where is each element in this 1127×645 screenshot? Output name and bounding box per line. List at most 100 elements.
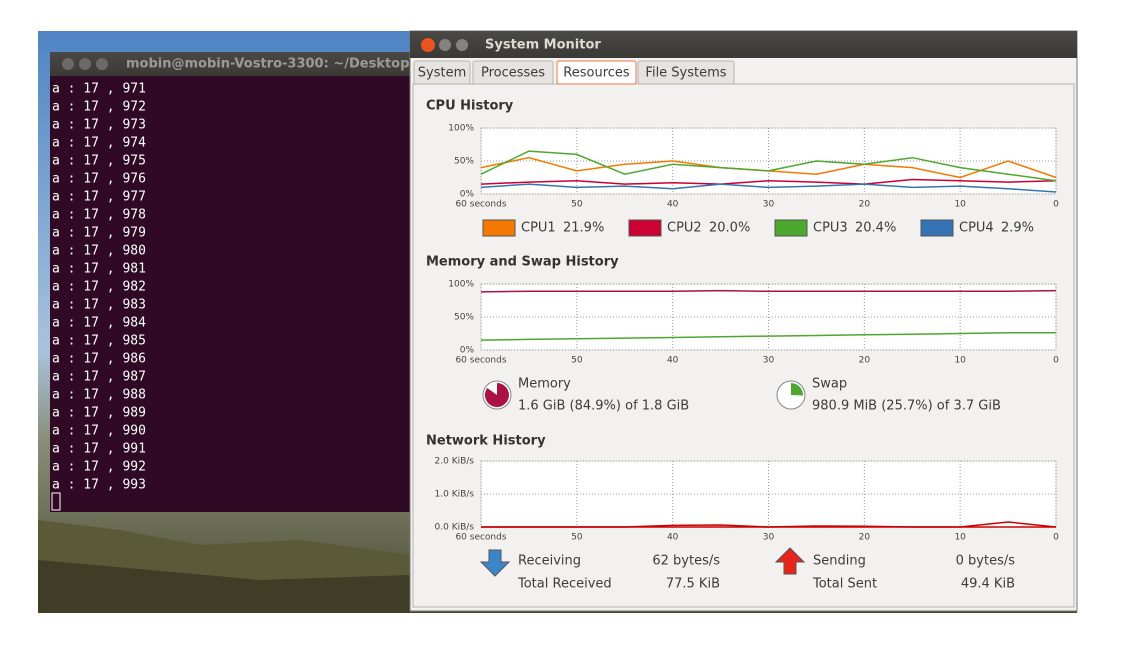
net-rate: 0 bytes/s: [956, 554, 1016, 569]
x-tick-label: 50: [571, 533, 583, 543]
x-tick-label: 60 seconds: [455, 533, 506, 543]
series-line: [480, 289, 1057, 293]
terminal-line: a : 17 , 991: [52, 442, 146, 457]
tab[interactable]: [413, 60, 471, 85]
terminal-line: a : 17 , 978: [52, 208, 146, 223]
tab-label[interactable]: Processes: [481, 66, 545, 81]
x-tick-label: 10: [954, 356, 966, 366]
send-icon: [774, 547, 806, 575]
x-tick-label: 10: [954, 200, 966, 210]
maximize-button[interactable]: [96, 58, 108, 70]
series-line: [480, 332, 1056, 341]
x-tick-label: 40: [667, 533, 679, 543]
minimize-button[interactable]: [79, 58, 91, 70]
terminal-line: a : 17 , 976: [52, 172, 146, 187]
terminal-line: a : 17 , 989: [52, 406, 146, 421]
legend-swatch[interactable]: [628, 219, 662, 237]
terminal-titlebar: [50, 52, 410, 76]
y-tick-label: 50%: [454, 157, 474, 167]
legend-value: 20.4%: [855, 221, 896, 236]
terminal-line: a : 17 , 986: [52, 352, 146, 367]
series-line: [480, 183, 1057, 193]
terminal-line: a : 17 , 979: [52, 226, 146, 241]
net-total-label: Total Sent: [812, 577, 877, 592]
system-monitor-window: System Monitor System Processes Resources F…: [409, 30, 1078, 612]
tab-label[interactable]: System: [418, 66, 466, 81]
x-tick-label: 60 seconds: [455, 200, 506, 210]
tab[interactable]: [472, 60, 554, 85]
net-rate: 62 bytes/s: [652, 554, 720, 569]
y-tick-label: 100%: [448, 280, 474, 290]
y-tick-label: 0%: [460, 346, 475, 356]
window-titlebar: [410, 31, 1077, 58]
legend-value: 20.0%: [709, 221, 750, 236]
cursor: [51, 492, 61, 511]
terminal-line: a : 17 , 980: [52, 244, 146, 259]
series-line: [480, 150, 1057, 182]
x-tick-label: 60 seconds: [455, 356, 506, 366]
usage-label: Swap: [812, 377, 847, 392]
usage-icon: [791, 383, 804, 396]
x-tick-label: 10: [954, 533, 966, 543]
x-tick-label: 0: [1053, 200, 1059, 210]
x-tick-label: 30: [763, 356, 775, 366]
terminal-line: a : 17 , 975: [52, 154, 146, 169]
x-tick-label: 30: [763, 533, 775, 543]
section-title: Memory and Swap History: [426, 255, 619, 270]
terminal-line: a : 17 , 990: [52, 424, 146, 439]
terminal-line: a : 17 , 973: [52, 118, 146, 133]
net-label: Sending: [813, 554, 866, 569]
x-tick-label: 20: [859, 200, 871, 210]
section-title: Network History: [426, 434, 546, 449]
usage-icon: [484, 383, 509, 407]
receive-icon: [479, 549, 511, 577]
terminal-line: a : 17 , 982: [52, 280, 146, 295]
legend-label: CPU4: [959, 221, 994, 236]
usage-detail: 1.6 GiB (84.9%) of 1.8 GiB: [518, 399, 689, 414]
terminal-line: a : 17 , 988: [52, 388, 146, 403]
y-tick-label: 1.0 KiB/s: [435, 490, 475, 500]
legend-label: CPU3: [813, 221, 848, 236]
x-tick-label: 20: [859, 533, 871, 543]
close-button[interactable]: [62, 58, 74, 70]
terminal-line: a : 17 , 984: [52, 316, 146, 331]
terminal-line: a : 17 , 977: [52, 190, 146, 205]
net-total: 49.4 KiB: [961, 577, 1015, 592]
y-tick-label: 50%: [454, 313, 474, 323]
tab-bar: System Processes Resources File Systems: [413, 60, 735, 85]
x-tick-label: 0: [1053, 356, 1059, 366]
net-total: 77.5 KiB: [666, 577, 720, 592]
x-tick-label: 50: [571, 200, 583, 210]
legend-value: 21.9%: [563, 221, 604, 236]
tab[interactable]: [637, 60, 735, 85]
tab-label[interactable]: File Systems: [645, 66, 726, 81]
terminal-window: mobin@mobin-Vostro-3300: ~/Desktop/ a : …: [50, 52, 414, 512]
y-tick-label: 100%: [448, 124, 474, 134]
maximize-button[interactable]: [456, 39, 468, 51]
close-button[interactable]: [421, 38, 435, 52]
terminal-line: a : 17 , 993: [52, 478, 146, 493]
x-tick-label: 20: [859, 356, 871, 366]
legend-swatch[interactable]: [482, 219, 516, 237]
tab[interactable]: [556, 60, 637, 85]
x-tick-label: 30: [763, 200, 775, 210]
section-title: CPU History: [426, 99, 514, 114]
terminal-line: a : 17 , 987: [52, 370, 146, 385]
window-title: System Monitor: [485, 38, 601, 53]
legend-label: CPU1: [521, 221, 556, 236]
series-line: [480, 178, 1057, 185]
usage-detail: 980.9 MiB (25.7%) of 3.7 GiB: [812, 399, 1001, 414]
minimize-button[interactable]: [439, 39, 451, 51]
legend-swatch[interactable]: [774, 219, 808, 237]
tab-label[interactable]: Resources: [563, 66, 630, 81]
legend-label: CPU2: [667, 221, 702, 236]
terminal-title: mobin@mobin-Vostro-3300: ~/Desktop/: [126, 57, 414, 72]
legend-swatch[interactable]: [920, 219, 954, 237]
y-tick-label: 0.0 KiB/s: [435, 523, 475, 533]
terminal-line: a : 17 , 992: [52, 460, 146, 475]
y-tick-label: 2.0 KiB/s: [435, 457, 475, 467]
legend-value: 2.9%: [1001, 221, 1034, 236]
x-tick-label: 0: [1053, 533, 1059, 543]
